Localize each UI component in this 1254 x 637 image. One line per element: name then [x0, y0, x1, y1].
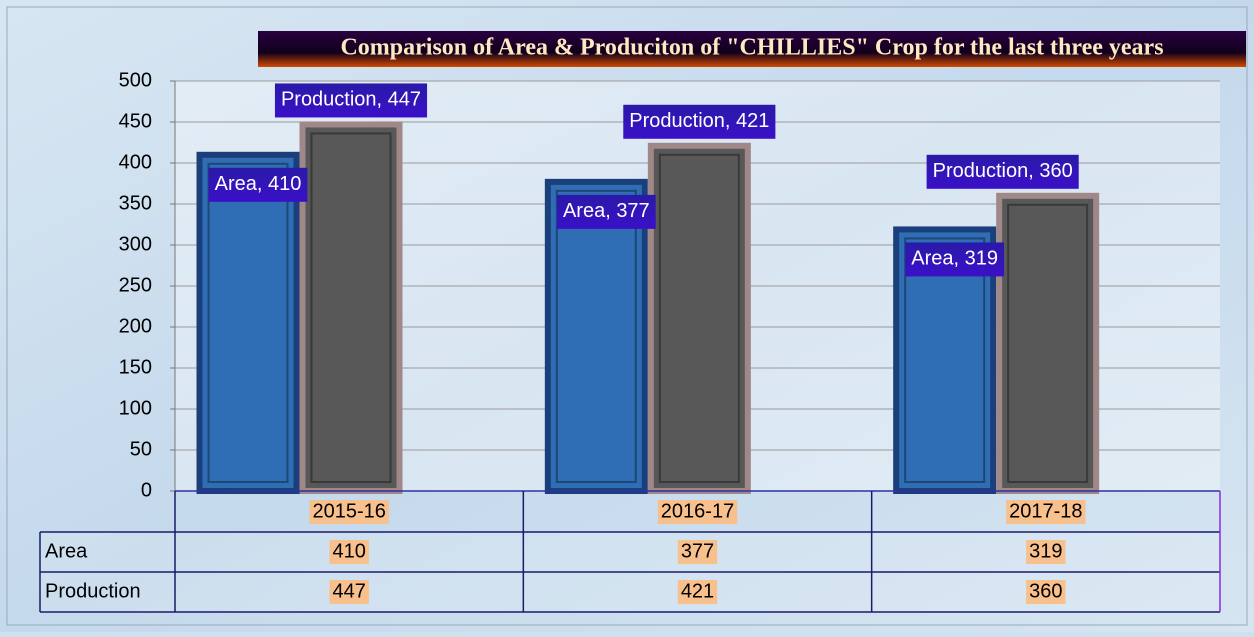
bar	[999, 196, 1096, 491]
data-label: Area, 377	[563, 200, 650, 222]
data-label: Production, 360	[933, 160, 1073, 182]
bar	[200, 155, 297, 491]
table-cell: 360	[1029, 580, 1062, 602]
y-tick-label: 50	[130, 438, 152, 460]
data-label: Production, 447	[281, 89, 421, 111]
bar	[651, 146, 748, 491]
table-cell: 410	[332, 540, 365, 562]
y-tick-label: 500	[119, 69, 152, 91]
table-cell: 377	[681, 540, 714, 562]
y-tick-label: 300	[119, 233, 152, 255]
data-label: Production, 421	[629, 110, 769, 132]
y-tick-label: 150	[119, 356, 152, 378]
table-cell: 2016-17	[661, 500, 734, 522]
chart-title: Comparison of Area & Produciton of "CHIL…	[340, 35, 1163, 61]
y-tick-label: 450	[119, 110, 152, 132]
row-label: Production	[45, 580, 141, 602]
y-tick-label: 350	[119, 192, 152, 214]
y-tick-label: 100	[119, 397, 152, 419]
y-tick-label: 0	[141, 479, 152, 501]
table-cell: 2017-18	[1009, 500, 1082, 522]
table-cell: 2015-16	[312, 500, 385, 522]
table-cell: 319	[1029, 540, 1062, 562]
table-cell: 447	[332, 580, 365, 602]
y-tick-label: 250	[119, 274, 152, 296]
data-label: Area, 410	[215, 173, 302, 195]
row-label: Area	[45, 540, 88, 562]
data-label: Area, 319	[911, 248, 998, 270]
bar	[303, 124, 400, 491]
chart: Comparison of Area & Produciton of "CHIL…	[0, 0, 1254, 632]
y-tick-label: 400	[119, 151, 152, 173]
table-cell: 421	[681, 580, 714, 602]
y-tick-label: 200	[119, 315, 152, 337]
